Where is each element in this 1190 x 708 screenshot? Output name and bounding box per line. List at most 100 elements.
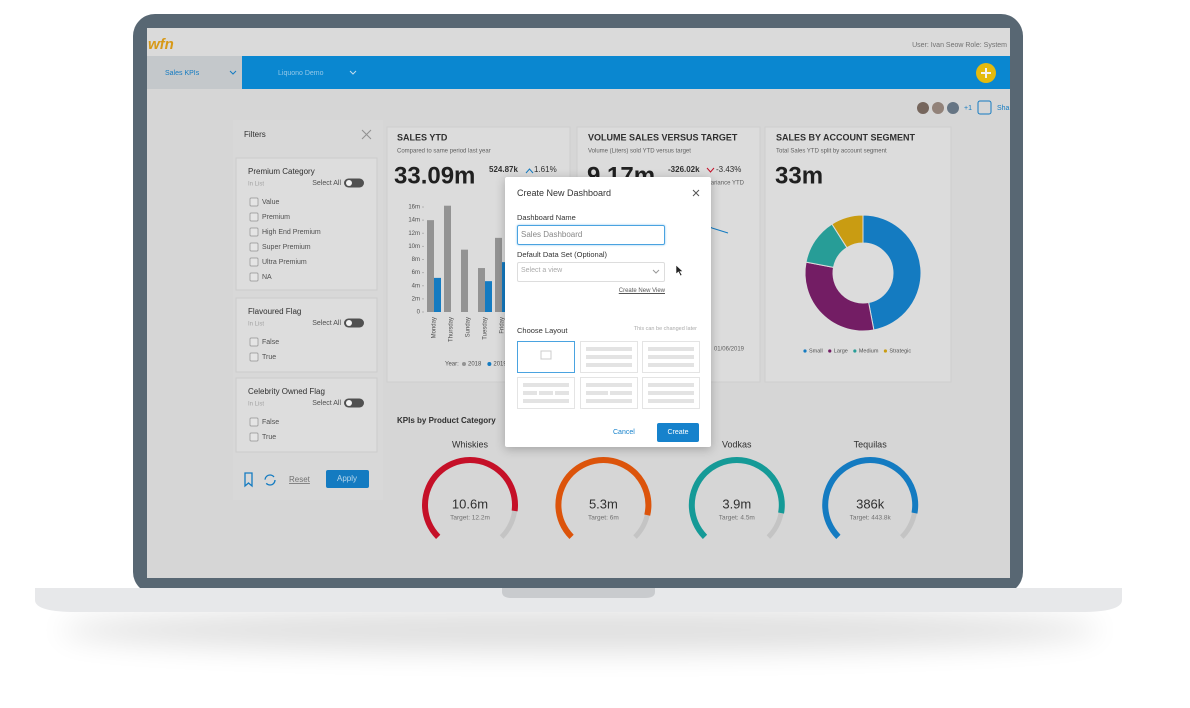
pie-slice bbox=[862, 214, 922, 331]
checkbox[interactable] bbox=[249, 212, 259, 222]
layout-bar bbox=[523, 383, 569, 387]
filters-title: Filters bbox=[244, 130, 266, 139]
checkbox[interactable] bbox=[249, 352, 259, 362]
section-title: KPIs by Product Category bbox=[397, 416, 496, 425]
layout-bar bbox=[586, 391, 608, 395]
toggle-knob bbox=[346, 180, 352, 186]
share-label[interactable]: Sha bbox=[997, 105, 1010, 112]
reset-link[interactable]: Reset bbox=[289, 475, 311, 484]
layout-bar bbox=[586, 399, 632, 403]
refresh-icon[interactable] bbox=[264, 474, 276, 486]
bar bbox=[485, 281, 492, 312]
card-title: SALES BY ACCOUNT SEGMENT bbox=[776, 132, 916, 142]
y-tick-label: 10m bbox=[408, 244, 420, 250]
x-tick-label: Sunday bbox=[466, 317, 472, 337]
lock-icon[interactable] bbox=[977, 100, 992, 115]
select-all: Select All bbox=[312, 320, 341, 327]
card bbox=[764, 126, 952, 383]
apply-label[interactable]: Apply bbox=[337, 474, 357, 483]
layout-bar bbox=[610, 391, 632, 395]
filter-option: Value bbox=[262, 199, 279, 206]
legend-title: Year: bbox=[445, 362, 459, 368]
layout-bar bbox=[648, 399, 694, 403]
legend-label: Small bbox=[809, 348, 823, 354]
checkbox[interactable] bbox=[249, 272, 259, 282]
y-tick-label: 4m bbox=[412, 283, 420, 289]
bar bbox=[444, 205, 451, 312]
y-tick-label: 0 bbox=[417, 310, 421, 316]
filter-title: Flavoured Flag bbox=[248, 307, 301, 316]
avatar bbox=[917, 102, 929, 114]
field-label: Default Data Set (Optional) bbox=[517, 250, 608, 259]
checkbox[interactable] bbox=[249, 197, 259, 207]
card-value: 33m bbox=[775, 162, 823, 189]
nav-tab[interactable]: Liquono Demo bbox=[278, 70, 324, 77]
legend-label: Strategic bbox=[889, 348, 911, 354]
legend-dot bbox=[853, 349, 857, 353]
create-button[interactable]: Create bbox=[657, 423, 699, 442]
checkbox[interactable] bbox=[249, 227, 259, 237]
kpi-name: Tequilas bbox=[854, 439, 888, 449]
card-title: VOLUME SALES VERSUS TARGET bbox=[588, 132, 738, 142]
bar bbox=[461, 249, 468, 312]
toggle-knob bbox=[346, 400, 352, 406]
checkbox[interactable] bbox=[249, 337, 259, 347]
down-arrow bbox=[706, 167, 715, 173]
pie-slice bbox=[804, 261, 875, 332]
layout-bar bbox=[648, 383, 694, 387]
layout-options bbox=[517, 341, 700, 409]
layout-bar bbox=[586, 363, 632, 367]
apply-button[interactable] bbox=[326, 470, 369, 488]
x-tick-label: Tuesday bbox=[483, 317, 489, 340]
nav-tab[interactable]: Sales KPIs bbox=[165, 70, 200, 77]
card-change-pct: 1.61% bbox=[534, 165, 557, 174]
filter-group bbox=[235, 297, 378, 373]
chevron bbox=[229, 70, 237, 75]
laptop-notch bbox=[502, 588, 655, 598]
checkbox[interactable] bbox=[249, 417, 259, 427]
pie-slice bbox=[831, 214, 864, 249]
close-icon[interactable] bbox=[361, 129, 372, 140]
x-tick-label: Thursday bbox=[449, 317, 455, 342]
filter-option: Premium bbox=[262, 214, 290, 221]
select-placeholder[interactable]: Select a view bbox=[521, 267, 563, 274]
checkbox[interactable] bbox=[249, 242, 259, 252]
kpi-target: Target: 12.2m bbox=[450, 515, 490, 522]
create-view-link[interactable]: Create New View bbox=[618, 288, 665, 294]
nav-tab-active[interactable] bbox=[147, 56, 242, 89]
x-tick-label: Monday bbox=[432, 317, 438, 338]
checkbox[interactable] bbox=[249, 257, 259, 267]
card-subtitle: Compared to same period last year bbox=[397, 149, 491, 155]
legend-label: 2018 bbox=[468, 362, 482, 368]
input-value[interactable]: Sales Dashboard bbox=[521, 230, 583, 239]
user-info: User: Ivan Seow Role: System bbox=[912, 42, 1007, 49]
cancel-button[interactable]: Cancel bbox=[613, 429, 635, 436]
y-tick-label: 2m bbox=[412, 296, 420, 302]
card-value: 33.09m bbox=[394, 162, 475, 189]
filter-option: Ultra Premium bbox=[262, 259, 307, 266]
up-arrow bbox=[525, 168, 534, 174]
layout-option[interactable] bbox=[517, 341, 575, 373]
layout-bar bbox=[586, 383, 632, 387]
select-all: Select All bbox=[312, 180, 341, 187]
layout-bar bbox=[586, 347, 632, 351]
nav-bar bbox=[147, 56, 1010, 89]
gauge-arc bbox=[555, 457, 652, 553]
legend-label: 2019 bbox=[493, 362, 507, 368]
card-title: SALES YTD bbox=[397, 132, 448, 142]
legend-dot bbox=[462, 362, 466, 366]
chevron bbox=[349, 70, 357, 75]
select[interactable] bbox=[517, 262, 665, 282]
layout-bar bbox=[648, 347, 694, 351]
checkbox[interactable] bbox=[249, 432, 259, 442]
avatar-count: +1 bbox=[964, 105, 972, 112]
kpi-target: Target: 443.8k bbox=[850, 515, 892, 522]
y-tick-label: 12m bbox=[408, 231, 420, 237]
text-input[interactable] bbox=[517, 225, 665, 245]
filter-subtitle: In List bbox=[248, 322, 264, 328]
filter-option: True bbox=[262, 354, 276, 361]
close-icon[interactable] bbox=[692, 189, 700, 197]
bookmark-icon[interactable] bbox=[244, 472, 253, 488]
kpi-value: 3.9m bbox=[722, 496, 751, 511]
filter-option: NA bbox=[262, 274, 272, 281]
